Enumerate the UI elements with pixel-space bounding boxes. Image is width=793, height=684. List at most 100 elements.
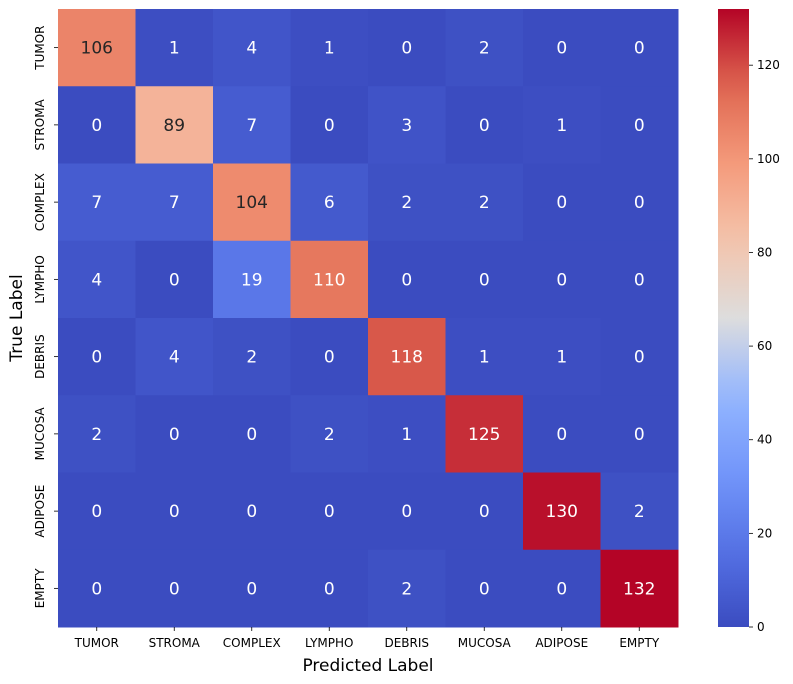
cell-value-label: 0 (556, 39, 567, 59)
colorbar-tick-label: 40 (757, 433, 772, 447)
heatmap-cell (58, 318, 136, 396)
cell-value-label: 0 (556, 425, 567, 445)
cell-value-label: 0 (634, 425, 645, 445)
heatmap-cell (290, 472, 369, 551)
colorbar-tick-label: 100 (757, 152, 780, 166)
heatmap-cell (600, 318, 679, 396)
heatmap-cell (135, 549, 214, 628)
heatmap-cell (58, 395, 136, 473)
cell-value-label: 4 (246, 39, 257, 59)
cell-value-label: 7 (91, 193, 102, 213)
y-axis-ticks: TUMOR STROMA COMPLEX LYMPHO DEBRIS MUCOSA ADIP… (33, 26, 58, 608)
cell-value-label: 0 (324, 348, 335, 368)
cell-value-label: 0 (169, 270, 180, 290)
heatmap-cell (213, 318, 291, 396)
cell-value-label: 0 (401, 39, 412, 59)
cell-value-label: 0 (634, 348, 645, 368)
heatmap-cell (213, 395, 291, 473)
cell-value-label: 106 (81, 39, 113, 59)
cell-value-label: 0 (634, 193, 645, 213)
cell-value-label: 0 (91, 348, 102, 368)
heatmap-cell (58, 549, 136, 628)
cell-value-label: 0 (169, 579, 180, 599)
heatmap-cell (58, 9, 136, 87)
heatmap-cell (135, 163, 214, 242)
heatmap-cell (523, 472, 601, 551)
cell-value-label: 7 (246, 116, 257, 136)
colorbar-tick-label: 80 (757, 245, 772, 259)
heatmap-cell (290, 240, 369, 319)
heatmap-cell (290, 163, 369, 242)
heatmap-cell (58, 240, 136, 319)
cell-value-label: 118 (391, 348, 423, 368)
y-axis-title: True Label (7, 274, 27, 362)
x-tick-label: EMPTY (619, 636, 660, 650)
heatmap-cell (213, 9, 291, 87)
heatmap-cell (368, 549, 446, 628)
heatmap-cell (523, 318, 601, 396)
heatmap-cell (445, 395, 524, 473)
heatmap-cell (58, 163, 136, 242)
heatmap-cell (213, 549, 291, 628)
y-tick-label: LYMPHO (33, 255, 47, 303)
cell-value-label: 0 (246, 502, 257, 522)
cell-value-label: 0 (401, 270, 412, 290)
cell-value-label: 4 (169, 348, 180, 368)
y-tick-label: MUCOSA (33, 407, 47, 461)
x-tick-label: TUMOR (74, 636, 119, 650)
cell-value-label: 3 (401, 116, 412, 136)
colorbar-tick-label: 20 (757, 526, 772, 540)
heatmap-cell (445, 9, 524, 87)
cell-value-label: 130 (546, 502, 578, 522)
cell-value-label: 0 (479, 502, 490, 522)
cell-value-label: 0 (91, 116, 102, 136)
heatmap-cell (523, 86, 601, 164)
cell-value-label: 1 (556, 348, 567, 368)
heatmap-cell (58, 472, 136, 551)
cell-value-label: 0 (479, 579, 490, 599)
cell-value-label: 7 (169, 193, 180, 213)
x-tick-label: STROMA (149, 636, 201, 650)
heatmap-cell (135, 472, 214, 551)
heatmap-cell (600, 163, 679, 242)
x-tick-label: ADIPOSE (535, 636, 588, 650)
heatmap-cell (600, 395, 679, 473)
cell-value-label: 2 (634, 502, 645, 522)
cell-value-label: 2 (401, 579, 412, 599)
cell-value-label: 2 (91, 425, 102, 445)
cell-value-label: 2 (246, 348, 257, 368)
y-tick-label: ADIPOSE (33, 485, 47, 538)
cell-value-label: 0 (324, 579, 335, 599)
y-tick-label: COMPLEX (33, 173, 47, 231)
x-axis-ticks: TUMOR STROMA COMPLEX LYMPHO DEBRIS MUCOSA ADIP… (74, 627, 660, 650)
heatmap-cell (523, 395, 601, 473)
x-tick-label: LYMPHO (305, 636, 353, 650)
cell-value-label: 2 (479, 193, 490, 213)
heatmap-cell (290, 9, 369, 87)
heatmap-cell (445, 240, 524, 319)
heatmap-cell (368, 318, 446, 396)
y-tick-label: STROMA (33, 98, 47, 150)
heatmap-cell (600, 549, 679, 628)
cell-value-label: 2 (479, 39, 490, 59)
y-tick-label: TUMOR (33, 26, 47, 71)
cell-value-label: 0 (479, 116, 490, 136)
cell-value-label: 0 (246, 579, 257, 599)
x-tick-label: DEBRIS (384, 636, 429, 650)
heatmap-cell (445, 163, 524, 242)
cell-value-label: 0 (634, 39, 645, 59)
cell-value-label: 89 (163, 116, 185, 136)
cell-value-label: 1 (556, 116, 567, 136)
heatmap-cell (213, 163, 291, 242)
heatmap-cell (445, 549, 524, 628)
cell-value-label: 0 (556, 270, 567, 290)
cell-value-label: 1 (169, 39, 180, 59)
cell-value-label: 0 (246, 425, 257, 445)
heatmap-cell (600, 472, 679, 551)
heatmap-cell (368, 240, 446, 319)
heatmap-cell (368, 86, 446, 164)
heatmap-cell (290, 549, 369, 628)
heatmap-cell (135, 318, 214, 396)
heatmap-cell (290, 395, 369, 473)
